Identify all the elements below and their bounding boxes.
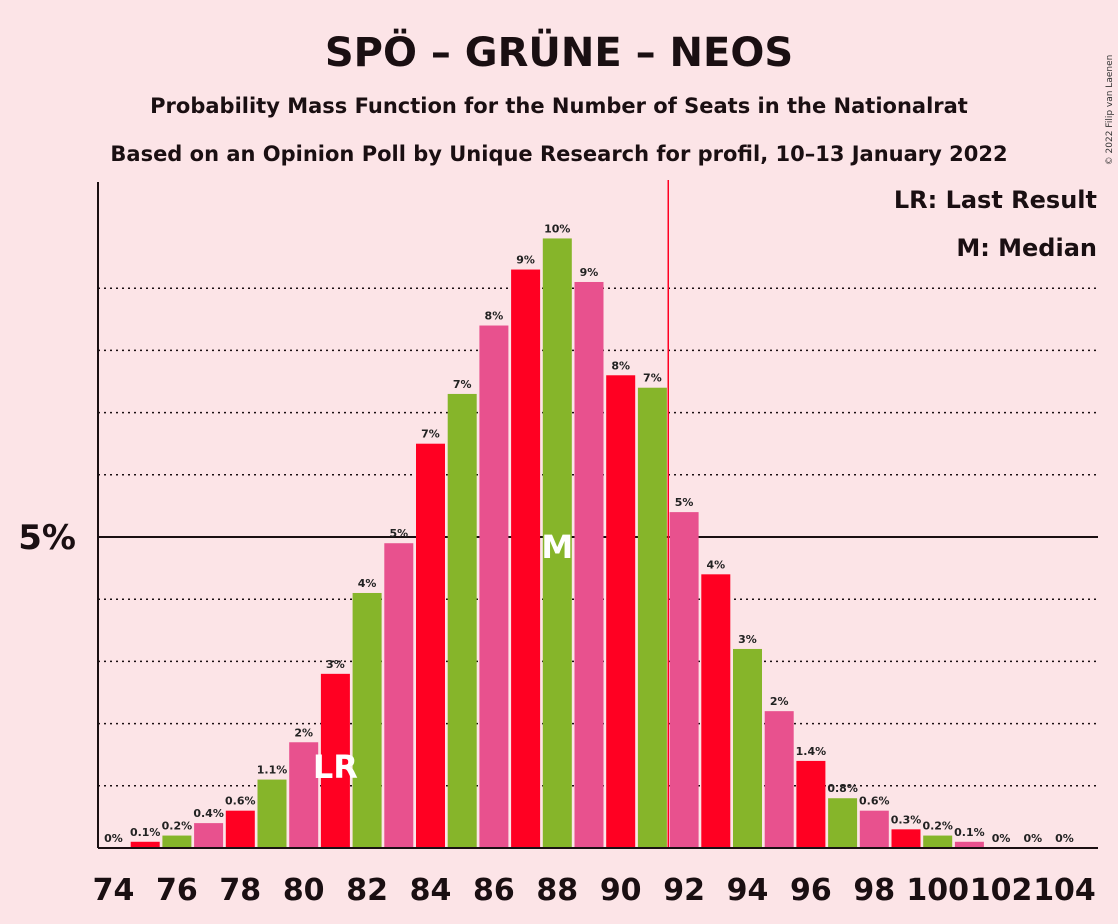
x-tick-label: 104: [1033, 873, 1096, 908]
data-label-seat-94: 3%: [738, 633, 757, 646]
data-label-seat-102: 0%: [992, 832, 1011, 845]
bar-seat-93: [701, 574, 731, 848]
data-label-seat-97: 0.8%: [827, 782, 858, 795]
bar-seat-92: [669, 512, 699, 848]
bars: [130, 238, 984, 849]
data-label-seat-82: 4%: [358, 577, 377, 590]
x-tick-label: 92: [663, 873, 705, 908]
x-tick-label: 90: [600, 873, 642, 908]
legend-last-result: LR: Last Result: [894, 186, 1097, 214]
bar-seat-87: [511, 269, 541, 848]
data-label-seat-88: 10%: [544, 222, 570, 235]
data-label-seat-80: 2%: [294, 726, 313, 739]
bar-seat-79: [257, 779, 287, 848]
data-label-seat-96: 1.4%: [796, 745, 827, 758]
data-label-seat-100: 0.2%: [922, 820, 953, 833]
x-tick-label: 96: [790, 873, 832, 908]
data-label-seat-95: 2%: [770, 695, 789, 708]
data-label-seat-84: 7%: [421, 428, 440, 441]
bar-seat-90: [606, 375, 636, 848]
markers: LR M: [313, 180, 669, 848]
bar-seat-80: [289, 742, 319, 848]
x-tick-label: 78: [219, 873, 261, 908]
data-label-seat-77: 0.4%: [193, 807, 224, 820]
data-label-seat-86: 8%: [485, 310, 504, 323]
data-label-seat-103: 0%: [1023, 832, 1042, 845]
x-tick-label: 82: [346, 873, 388, 908]
data-label-seat-79: 1.1%: [257, 764, 288, 777]
bar-seat-86: [479, 325, 509, 848]
bar-seat-88: [542, 238, 572, 848]
data-label-seat-74: 0%: [104, 832, 123, 845]
data-label-seat-85: 7%: [453, 378, 472, 391]
data-label-seat-93: 4%: [706, 558, 725, 571]
data-label-seat-98: 0.6%: [859, 795, 890, 808]
x-tick-label: 100: [906, 873, 969, 908]
chart-subtitle-2: Based on an Opinion Poll by Unique Resea…: [110, 142, 1007, 166]
bar-seat-76: [162, 835, 192, 848]
axes: 5% 74 76 78 80 82 84 86 88 90 92 94 96 98 100 102 104: [18, 182, 1098, 908]
bar-seat-75: [130, 841, 160, 848]
data-labels: 0% 0.1% 0.2%0.4%0.6%1.1%2%3%4%5%7%7%8%9%10…: [104, 222, 1074, 845]
data-label-seat-81: 3%: [326, 658, 345, 671]
data-label-seat-89: 9%: [580, 266, 599, 279]
bar-seat-91: [637, 387, 667, 848]
bar-seat-85: [447, 393, 477, 848]
median-marker: M: [541, 528, 573, 566]
data-label-seat-91: 7%: [643, 372, 662, 385]
bar-seat-100: [923, 835, 953, 848]
bar-seat-89: [574, 281, 604, 849]
legend-median: M: Median: [956, 234, 1097, 262]
chart-subtitle-1: Probability Mass Function for the Number…: [150, 94, 968, 118]
x-tick-label: 76: [156, 873, 198, 908]
x-tick-label: 86: [473, 873, 515, 908]
bar-seat-81: [320, 673, 350, 848]
data-label-seat-76: 0.2%: [162, 820, 193, 833]
bar-seat-78: [225, 810, 255, 848]
data-label-seat-99: 0.3%: [891, 813, 922, 826]
data-label-seat-75: 0.1%: [130, 826, 161, 839]
bar-seat-98: [859, 810, 889, 848]
x-tick-label: 102: [970, 873, 1033, 908]
bar-seat-101: [954, 841, 984, 848]
x-tick-label: 94: [727, 873, 769, 908]
data-label-seat-90: 8%: [611, 359, 630, 372]
chart-title: SPÖ – GRÜNE – NEOS: [325, 28, 793, 76]
bar-seat-84: [416, 443, 445, 848]
y-tick-label: 5%: [18, 518, 76, 558]
x-tick-label: 74: [93, 873, 135, 908]
last-result-marker: LR: [313, 748, 358, 786]
bar-seat-82: [352, 592, 382, 848]
data-label-seat-83: 5%: [389, 527, 408, 540]
data-label-seat-87: 9%: [516, 254, 535, 267]
data-label-seat-104: 0%: [1055, 832, 1074, 845]
data-label-seat-78: 0.6%: [225, 795, 256, 808]
x-tick-label: 88: [536, 873, 578, 908]
copyright-text: © 2022 Filip van Laenen: [1105, 55, 1115, 166]
bar-seat-99: [891, 829, 921, 848]
x-tick-label: 84: [410, 873, 452, 908]
data-label-seat-92: 5%: [675, 496, 694, 509]
bar-seat-97: [828, 798, 858, 848]
bar-seat-77: [194, 823, 224, 848]
bar-seat-94: [733, 648, 762, 848]
data-label-seat-101: 0.1%: [954, 826, 985, 839]
x-tick-label: 80: [283, 873, 325, 908]
bar-seat-83: [384, 543, 414, 848]
bar-seat-95: [764, 711, 794, 848]
x-tick-label: 98: [853, 873, 895, 908]
bar-seat-96: [796, 760, 826, 848]
